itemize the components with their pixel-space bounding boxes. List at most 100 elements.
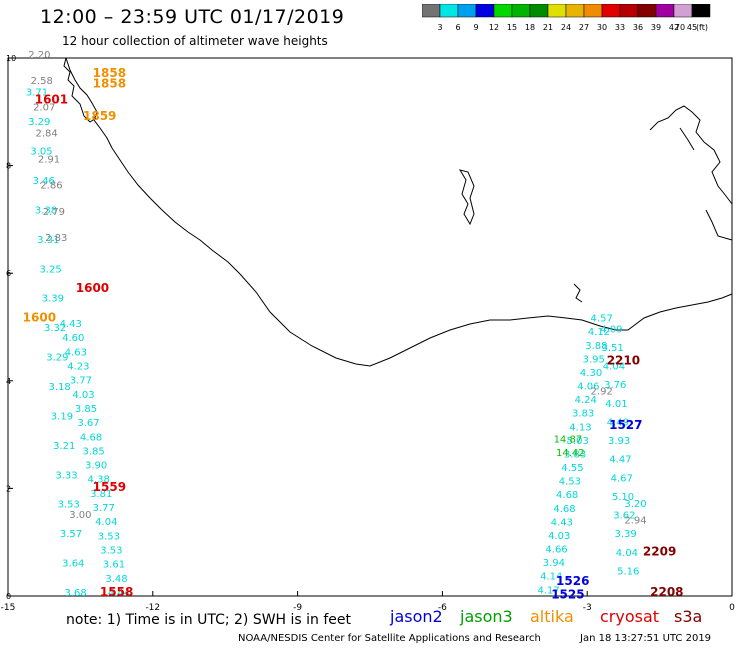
wave-height-value: 3.21 bbox=[53, 441, 75, 452]
wave-height-value: 3.39 bbox=[42, 294, 64, 305]
y-axis-ticks: 10 8 6 4 2 0 bbox=[6, 54, 16, 601]
colorbar-swatch bbox=[691, 4, 711, 18]
pass-time-label: 1858 bbox=[93, 77, 126, 91]
wave-height-value: 3.85 bbox=[75, 404, 97, 415]
colorbar-label: 15 bbox=[507, 23, 517, 32]
colorbar-label: 36 bbox=[633, 23, 643, 32]
wave-height-value: 3.68 bbox=[64, 588, 86, 599]
wave-height-value: 4.43 bbox=[60, 319, 82, 330]
y-tick-label: 6 bbox=[6, 269, 11, 278]
wave-height-value: 14.87 bbox=[554, 435, 583, 446]
wave-height-value: 3.31 bbox=[37, 235, 59, 246]
wave-height-value: 3.57 bbox=[60, 529, 82, 540]
wave-height-value: 4.43 bbox=[551, 517, 573, 528]
wave-height-value: 4.24 bbox=[575, 395, 597, 406]
colorbar-unit: (ft) bbox=[696, 23, 708, 32]
colorbar-label: 70 bbox=[675, 23, 685, 32]
pass-time-label: 1859 bbox=[83, 109, 116, 123]
pass-time-label: 1527 bbox=[609, 418, 642, 432]
wave-height-value: 4.30 bbox=[580, 368, 602, 379]
colorbar-label: 12 bbox=[489, 23, 499, 32]
wave-height-value: 3.83 bbox=[572, 409, 594, 420]
wave-height-value: 4.01 bbox=[605, 399, 627, 410]
wave-height-value: 3.05 bbox=[30, 147, 52, 158]
africa-coast bbox=[65, 57, 733, 367]
wave-height-value: 4.23 bbox=[67, 361, 89, 372]
wave-height-value: 3.33 bbox=[55, 470, 77, 481]
wave-height-value: 3.29 bbox=[28, 117, 50, 128]
y-tick-label: 4 bbox=[6, 377, 11, 386]
wave-height-value: 4.06 bbox=[577, 382, 599, 393]
wave-height-value: 2.84 bbox=[35, 128, 57, 139]
wave-height-value: 4.17 bbox=[537, 585, 559, 596]
colorbar-label: 6 bbox=[455, 23, 460, 32]
wave-height-value: 4.68 bbox=[556, 490, 578, 501]
wave-height-value: 4.04 bbox=[95, 517, 117, 528]
wave-height-value: 4.68 bbox=[80, 432, 102, 443]
x-tick-label: 0 bbox=[729, 603, 735, 612]
pass-time-label: 1526 bbox=[556, 574, 589, 588]
colorbar-label: 45 bbox=[687, 23, 697, 32]
colorbar-label: 24 bbox=[561, 23, 571, 32]
wave-height-value: 3.90 bbox=[85, 461, 107, 472]
wave-height-value: 5.10 bbox=[612, 492, 634, 503]
x-tick-label: -3 bbox=[583, 603, 592, 612]
wave-height-value: 3.94 bbox=[543, 558, 565, 569]
wave-height-value: 2.94 bbox=[624, 515, 646, 526]
colorbar-label: 30 bbox=[597, 23, 607, 32]
page-subtitle: 12 hour collection of altimeter wave hei… bbox=[62, 34, 328, 48]
wave-height-value: 3.62 bbox=[613, 511, 635, 522]
wave-height-value: 4.55 bbox=[561, 463, 583, 474]
wave-height-value: 3.29 bbox=[46, 353, 68, 364]
wave-height-value: 3.18 bbox=[49, 382, 71, 393]
wave-height-value: 4.12 bbox=[588, 327, 610, 338]
wave-height-value: 3.46 bbox=[33, 176, 55, 187]
wave-height-value: 4.44 bbox=[108, 588, 130, 599]
wave-height-value: 2.79 bbox=[43, 207, 65, 218]
wave-height-value: 3.61 bbox=[103, 560, 125, 571]
satellite-legend-s3a: s3a bbox=[674, 607, 703, 626]
wave-height-value: 3.76 bbox=[604, 380, 626, 391]
wave-height-value: 4.38 bbox=[88, 475, 110, 486]
wave-height-value: 4.04 bbox=[616, 548, 638, 559]
wave-height-value: 4.68 bbox=[553, 504, 575, 515]
y-tick-label: 2 bbox=[6, 484, 11, 493]
wave-height-value: 2.86 bbox=[40, 181, 62, 192]
wave-height-value: 2.83 bbox=[45, 233, 67, 244]
pass-time-label: 2210 bbox=[607, 354, 640, 368]
wave-height-value: 3.85 bbox=[82, 446, 104, 457]
wave-height-value: 3.53 bbox=[100, 546, 122, 557]
wave-height-value: 5.03 bbox=[567, 436, 589, 447]
pass-time-label: 1601 bbox=[35, 93, 68, 107]
wave-height-value: 3.53 bbox=[98, 531, 120, 542]
x-tick-label: -6 bbox=[438, 603, 447, 612]
colorbar-label: 18 bbox=[525, 23, 535, 32]
wave-height-value: 3.48 bbox=[105, 574, 127, 585]
map-frame bbox=[7, 57, 733, 597]
wave-height-value: 3.93 bbox=[608, 436, 630, 447]
y-tick-label: 8 bbox=[6, 162, 11, 171]
wave-height-value: 4.53 bbox=[559, 477, 581, 488]
colorbar-label: 27 bbox=[579, 23, 589, 32]
colorbar-label: 9 bbox=[473, 23, 478, 32]
colorbar-label: 42 bbox=[669, 23, 679, 32]
wave-height-value: 4.04 bbox=[603, 362, 625, 373]
coast-west-inlet bbox=[63, 57, 97, 123]
wave-height-value: 3.53 bbox=[58, 500, 80, 511]
pass-time-label: 2208 bbox=[650, 585, 683, 599]
wave-height-value: 4.57 bbox=[591, 314, 613, 325]
pass-time-label: 1600 bbox=[76, 281, 109, 295]
y-tick-label: 10 bbox=[6, 54, 16, 63]
coastline bbox=[63, 57, 733, 367]
colorbar-label: 3 bbox=[437, 23, 442, 32]
wave-height-value: 4.66 bbox=[545, 545, 567, 556]
lake-volta bbox=[458, 169, 475, 226]
wave-height-value: 3.38 bbox=[35, 205, 57, 216]
wave-height-value: 3.19 bbox=[51, 411, 73, 422]
pass-time-label: 1858 bbox=[93, 66, 126, 80]
wave-height-value: 4.09 bbox=[600, 324, 622, 335]
wave-height-value: 2.07 bbox=[33, 102, 55, 113]
wave-height-value: 3.00 bbox=[69, 510, 91, 521]
